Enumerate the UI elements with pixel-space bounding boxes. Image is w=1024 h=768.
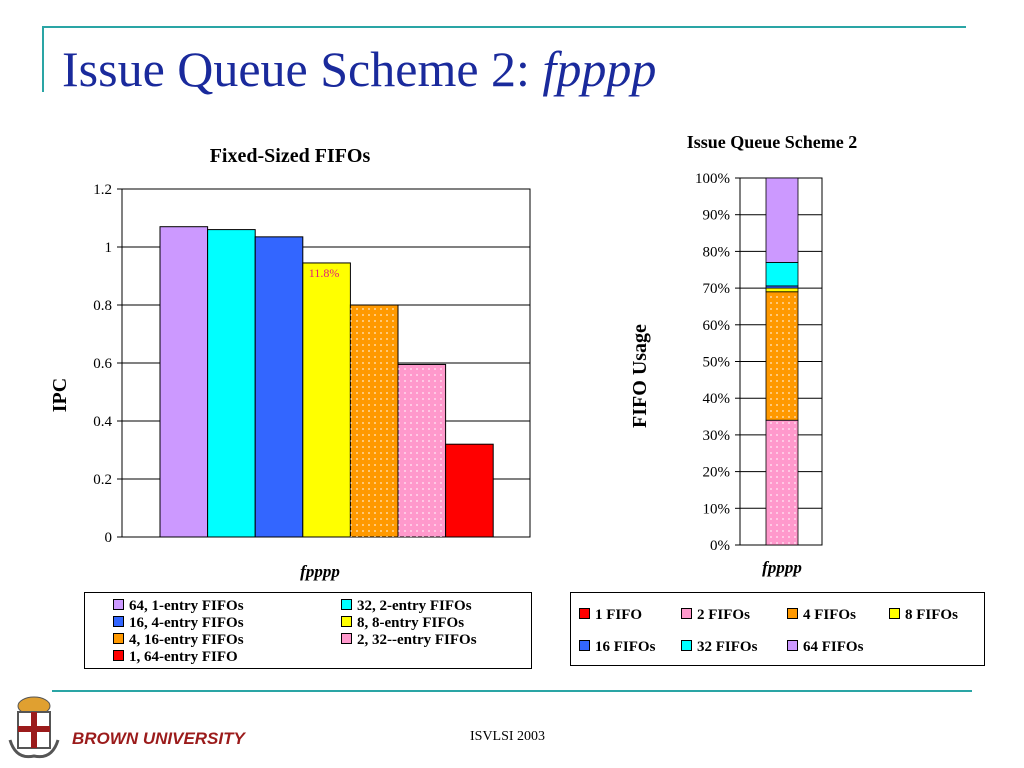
legend-label: 64, 1-entry FIFOs — [129, 598, 244, 614]
legend-label: 1 FIFO — [595, 607, 643, 623]
bar-pattern — [350, 305, 398, 537]
legend-item: 64 FIFOs — [787, 639, 863, 655]
y-tick-label: 20% — [703, 465, 731, 481]
legend-label: 2 FIFOs — [697, 607, 750, 623]
left-legend: 64, 1-entry FIFOs 32, 2-entry FIFOs 16, 4-… — [84, 592, 532, 669]
legend-item: 1, 64-entry FIFO — [113, 649, 238, 665]
legend-item: 64, 1-entry FIFOs — [113, 598, 244, 614]
y-tick-label: 0% — [710, 538, 730, 554]
legend-item: 4 FIFOs — [787, 607, 856, 623]
legend-swatch — [787, 608, 798, 619]
y-tick-label: 90% — [703, 208, 731, 224]
segment-pattern — [766, 291, 798, 421]
legend-item: 8, 8-entry FIFOs — [341, 615, 464, 631]
legend-label: 8, 8-entry FIFOs — [357, 615, 465, 631]
legend-swatch — [681, 608, 692, 619]
title-text: Issue Queue Scheme 2: — [62, 41, 543, 97]
y-tick-label: 100% — [695, 171, 730, 187]
legend-item: 2, 32--entry FIFOs — [341, 632, 477, 648]
accent-line-vertical — [42, 26, 44, 92]
legend-swatch — [681, 640, 692, 651]
legend-item: 2 FIFOs — [681, 607, 750, 623]
right-chart-title: Issue Queue Scheme 2 — [687, 132, 858, 152]
bar-32-2-entry-fifos — [207, 229, 256, 538]
y-tick-label: 60% — [703, 318, 731, 334]
legend-label: 8 FIFOs — [905, 607, 958, 623]
legend-item: 8 FIFOs — [889, 607, 958, 623]
legend-label: 4, 16-entry FIFOs — [129, 632, 244, 648]
bar-16-4-entry-fifos — [254, 236, 304, 538]
legend-item: 16, 4-entry FIFOs — [113, 615, 244, 631]
segment-8-fifos — [765, 287, 799, 293]
y-tick-label: 0.8 — [93, 298, 112, 314]
y-tick-label: 10% — [703, 501, 731, 517]
legend-label: 32, 2-entry FIFOs — [357, 598, 472, 614]
legend-label: 32 FIFOs — [697, 639, 758, 655]
accent-line-top — [42, 26, 966, 28]
bar-1-64-entry-fifo — [445, 443, 494, 538]
y-tick-label: 80% — [703, 244, 731, 260]
legend-swatch — [113, 633, 124, 644]
y-tick-label: 0.4 — [93, 414, 112, 430]
legend-item: 16 FIFOs — [579, 639, 655, 655]
legend-label: 4 FIFOs — [803, 607, 856, 623]
y-tick-label: 1 — [105, 240, 113, 256]
legend-swatch — [113, 599, 124, 610]
right-legend: 1 FIFO 2 FIFOs 4 FIFOs 8 FIFOs 16 FIFOs 32 FI… — [570, 592, 985, 666]
legend-item: 32 FIFOs — [681, 639, 757, 655]
legend-label: 64 FIFOs — [803, 639, 864, 655]
bar-annotation: 11.8% — [309, 266, 340, 280]
slide-title: Issue Queue Scheme 2: fpppp — [62, 40, 656, 98]
legend-swatch — [113, 616, 124, 627]
legend-swatch — [341, 599, 352, 610]
y-tick-label: 70% — [703, 281, 731, 297]
brand-name: BROWN UNIVERSITY — [72, 729, 245, 748]
title-italic: fpppp — [542, 41, 657, 97]
legend-item: 32, 2-entry FIFOs — [341, 598, 472, 614]
legend-swatch — [341, 616, 352, 627]
legend-label: 2, 32--entry FIFOs — [357, 632, 477, 648]
legend-label: 16 FIFOs — [595, 639, 656, 655]
legend-swatch — [579, 640, 590, 651]
bar-8-8-entry-fifos — [302, 262, 351, 538]
legend-item: 4, 16-entry FIFOs — [113, 632, 244, 648]
segment-32-fifos — [765, 262, 799, 287]
legend-label: 16, 4-entry FIFOs — [129, 615, 244, 631]
segment-pattern — [766, 420, 798, 545]
y-tick-label: 50% — [703, 355, 731, 371]
left-chart-title: Fixed-Sized FIFOs — [210, 145, 371, 167]
legend-swatch — [787, 640, 798, 651]
x-axis-label: fpppp — [762, 558, 802, 577]
legend-swatch — [579, 608, 590, 619]
y-axis-label: FIFO Usage — [629, 324, 651, 428]
legend-item: 1 FIFO — [579, 607, 642, 623]
legend-label: 1, 64-entry FIFO — [129, 649, 238, 665]
legend-swatch — [113, 650, 124, 661]
y-axis-label: IPC — [49, 378, 71, 412]
segment-64-fifos — [765, 177, 799, 263]
y-tick-label: 40% — [703, 391, 731, 407]
legend-swatch — [341, 633, 352, 644]
y-tick-label: 30% — [703, 428, 731, 444]
y-tick-label: 0.2 — [93, 472, 112, 488]
accent-line-bottom — [52, 690, 972, 692]
legend-swatch — [889, 608, 900, 619]
y-tick-label: 1.2 — [93, 182, 112, 198]
bar-pattern — [398, 364, 446, 537]
y-tick-label: 0.6 — [93, 356, 112, 372]
footer-text: ISVLSI 2003 — [470, 729, 546, 744]
y-tick-label: 0 — [105, 530, 113, 546]
brown-crest-logo — [6, 690, 62, 762]
bar-64-1-entry-fifos — [159, 226, 209, 538]
x-axis-label: fpppp — [300, 562, 340, 581]
